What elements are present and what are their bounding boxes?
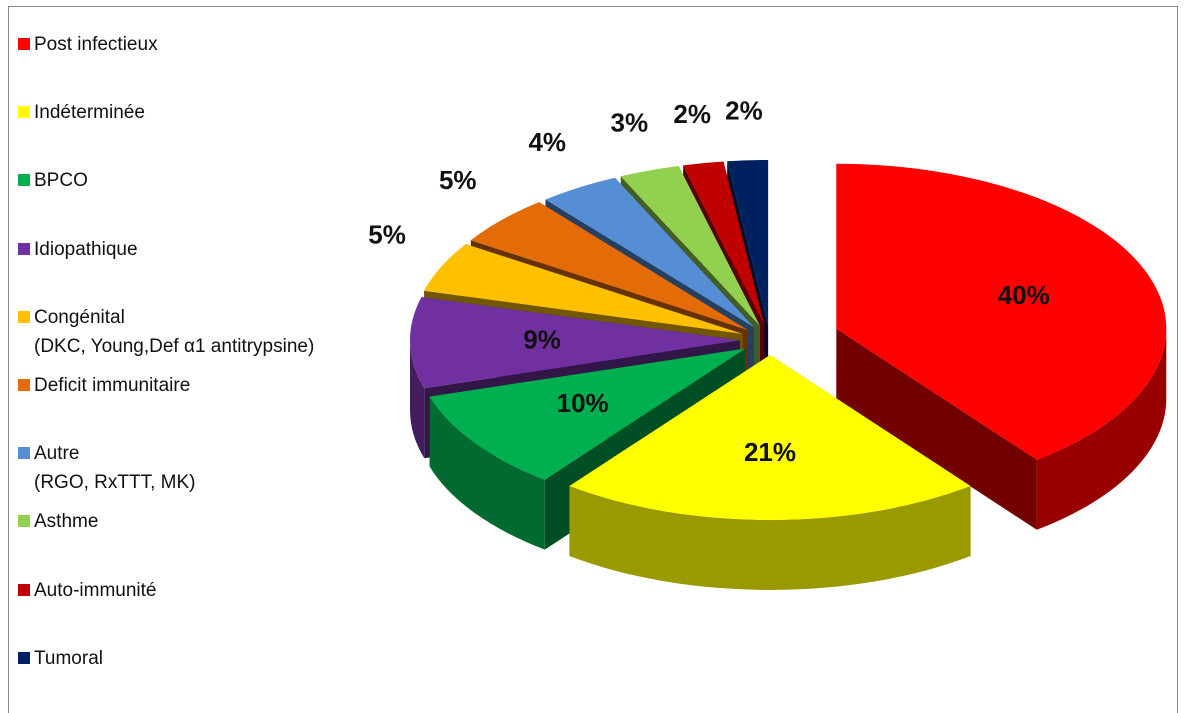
legend-label: Post infectieux <box>34 34 158 55</box>
legend-entry: Asthme <box>18 507 99 536</box>
slice-wall <box>836 328 1037 530</box>
data-label: 3% <box>610 107 648 137</box>
legend-label: Tumoral <box>34 647 103 669</box>
data-label: 21% <box>744 437 796 467</box>
legend-entry: Deficit immunitaire <box>18 371 191 400</box>
legend-swatch <box>18 379 30 391</box>
slice <box>620 165 760 326</box>
legend-swatch <box>18 242 30 255</box>
chart-frame <box>8 6 1178 713</box>
legend-swatch <box>18 651 30 664</box>
slice <box>545 177 755 328</box>
data-label: 5% <box>439 165 477 195</box>
legend-label: Indéterminée <box>34 102 145 124</box>
legend-label: BPCO <box>34 170 88 192</box>
legend-swatch <box>18 583 30 596</box>
slice <box>727 160 769 326</box>
slice <box>429 348 746 480</box>
slice-side <box>429 396 545 550</box>
legend-swatch <box>18 447 30 460</box>
legend-label: Autre (RGO, RxTTT, MK) <box>34 443 196 494</box>
slice <box>424 244 743 334</box>
legend-label: Congénital (DKC, Young,Def α1 antitrypsi… <box>34 306 315 357</box>
slice <box>836 163 1167 460</box>
legend-label: Deficit immunitaire <box>34 375 191 396</box>
legend-swatch <box>18 106 30 119</box>
legend-swatch <box>18 174 30 187</box>
data-label: 9% <box>523 325 561 355</box>
legend-entry: Auto-immunité <box>18 576 157 605</box>
legend-entry: Autre (RGO, RxTTT, MK) <box>18 439 196 497</box>
legend-swatch <box>18 515 30 528</box>
slice-side <box>569 486 971 591</box>
slice <box>410 297 741 389</box>
legend-entry: Congénital (DKC, Young,Def α1 antitrypsi… <box>18 303 315 361</box>
legend-label: Idiopathique <box>34 238 138 260</box>
legend-entry: Idiopathique <box>18 235 138 264</box>
data-label: 2% <box>673 99 711 129</box>
legend-swatch <box>18 310 30 323</box>
legend-entry: Post infectieux <box>18 30 158 59</box>
data-label: 5% <box>368 219 406 249</box>
legend-entry: Tumoral <box>18 644 103 673</box>
data-label: 4% <box>528 127 566 157</box>
slice <box>683 161 765 326</box>
data-label: 2% <box>725 96 763 126</box>
slice <box>470 202 748 330</box>
legend-label: Auto-immunité <box>34 579 157 601</box>
slice-side <box>410 340 425 459</box>
legend-label: Asthme <box>34 511 99 533</box>
legend-entry: BPCO <box>18 166 88 195</box>
legend-entry: Indéterminée <box>18 98 145 127</box>
data-label: 40% <box>998 280 1050 310</box>
data-label: 10% <box>557 388 609 418</box>
slice-side <box>1036 328 1167 530</box>
slice <box>569 355 971 520</box>
legend-swatch <box>18 38 30 50</box>
